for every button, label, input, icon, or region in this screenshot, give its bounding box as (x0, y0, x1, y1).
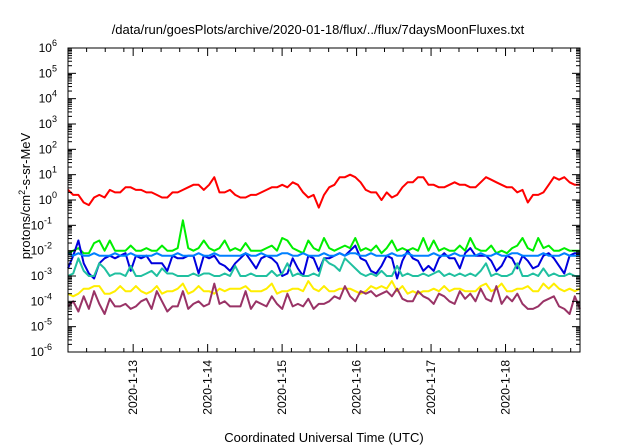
y-tick-label: 10-3 (31, 266, 52, 283)
series-line-7 (67, 282, 581, 315)
y-tick-label: 10-4 (31, 291, 52, 308)
plot-frame (67, 47, 581, 353)
x-tick-label: 2020-1-13 (126, 360, 140, 415)
y-tick-label: 100 (39, 190, 57, 207)
x-tick-labels: 2020-1-13 2020-1-14 2020-1-15 2020-1-16 2020… (126, 360, 512, 415)
y-tick-label: 104 (39, 89, 57, 106)
series-layer (67, 173, 581, 315)
y-tick-label: 10-2 (31, 241, 52, 258)
x-tick-label: 2020-1-16 (350, 360, 364, 415)
y-axis-label: protons/cm2-s-sr-MeV (17, 132, 33, 259)
x-tick-label: 2020-1-17 (424, 360, 438, 415)
series-line-1 (67, 173, 580, 209)
y-axis-label-text: protons/cm2-s-sr-MeV (17, 132, 33, 259)
y-tick-label: 10-6 (31, 342, 52, 359)
x-tick-label: 2020-1-18 (499, 360, 513, 415)
y-tick-labels: 10-6 10-5 10-4 10-3 10-2 10-1 100 101 102 103 104 1… (31, 38, 57, 359)
y-tick-label: 102 (39, 139, 57, 156)
series-line-6 (67, 280, 581, 298)
x-tick-label: 2020-1-14 (201, 360, 215, 415)
series-line-4 (67, 252, 580, 257)
x-tick-label: 2020-1-15 (275, 360, 289, 415)
y-tick-label: 10-5 (31, 317, 52, 334)
series-line-2 (67, 219, 580, 255)
x-axis-label: Coordinated Universal Time (UTC) (224, 430, 423, 445)
y-tick-label: 101 (39, 165, 57, 182)
y-tick-label: 10-1 (31, 215, 52, 232)
y-tick-label: 105 (39, 63, 57, 80)
axes-layer (67, 47, 581, 353)
y-tick-label: 103 (39, 114, 57, 131)
y-tick-label: 106 (39, 38, 57, 55)
chart-title: /data/run/goesPlots/archive/2020-01-18/f… (112, 22, 525, 37)
series-line-5 (67, 257, 580, 277)
